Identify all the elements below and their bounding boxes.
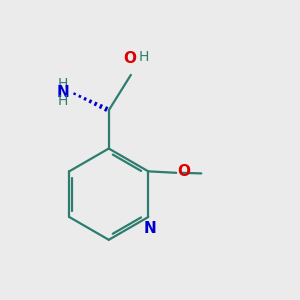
Text: H: H <box>57 77 68 91</box>
Text: H: H <box>138 50 148 64</box>
Text: O: O <box>123 51 136 66</box>
Text: N: N <box>143 220 156 236</box>
Text: N: N <box>57 85 70 100</box>
Text: H: H <box>57 94 68 108</box>
Text: O: O <box>177 164 190 179</box>
